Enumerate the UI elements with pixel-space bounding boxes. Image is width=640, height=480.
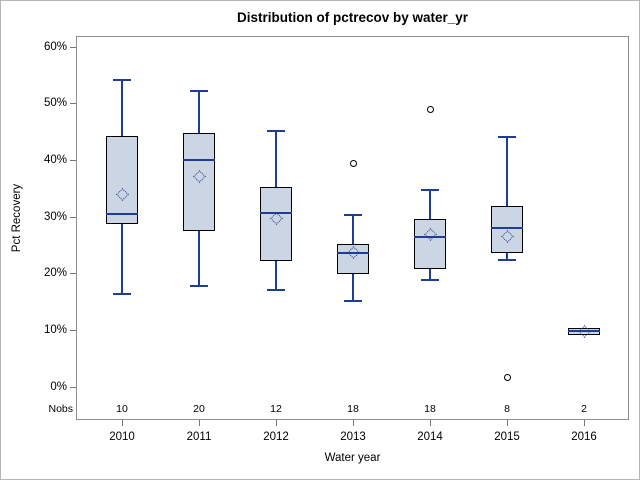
lower-whisker-cap bbox=[267, 288, 285, 291]
upper-whisker-cap bbox=[267, 129, 285, 132]
upper-whisker bbox=[429, 190, 431, 219]
upper-whisker-cap bbox=[190, 90, 208, 93]
x-axis-tick bbox=[507, 420, 508, 426]
y-axis-tick-label: 0% bbox=[50, 380, 67, 393]
x-axis-tick bbox=[584, 420, 585, 426]
y-axis-tick bbox=[70, 273, 76, 275]
y-axis-tick-label: 20% bbox=[43, 267, 67, 280]
y-axis-tick bbox=[70, 159, 76, 161]
y-axis-tick bbox=[70, 386, 76, 388]
y-axis-tick-label: 10% bbox=[43, 323, 67, 336]
median-line bbox=[260, 212, 292, 215]
median-line bbox=[414, 235, 446, 238]
lower-whisker-cap bbox=[190, 285, 208, 288]
iqr-box bbox=[491, 206, 523, 254]
median-line bbox=[106, 213, 138, 216]
x-axis-tick bbox=[122, 420, 123, 426]
y-axis-tick-label: 30% bbox=[43, 210, 67, 223]
lower-whisker bbox=[352, 273, 354, 301]
upper-whisker-cap bbox=[344, 213, 362, 216]
upper-whisker bbox=[198, 91, 200, 133]
median-line bbox=[183, 159, 215, 162]
median-line bbox=[568, 330, 600, 333]
iqr-box bbox=[337, 243, 369, 274]
outlier-marker bbox=[426, 105, 434, 113]
iqr-box bbox=[106, 135, 138, 224]
lower-whisker bbox=[121, 223, 123, 295]
iqr-box bbox=[414, 218, 446, 270]
lower-whisker-cap bbox=[498, 258, 516, 261]
x-axis-tick bbox=[353, 420, 354, 426]
chart-title: Distribution of pctrecov by water_yr bbox=[236, 10, 469, 25]
nobs-value: 12 bbox=[270, 403, 282, 415]
x-axis-tick-label: 2010 bbox=[109, 431, 135, 443]
outlier-marker bbox=[503, 374, 511, 382]
x-axis-tick bbox=[276, 420, 277, 426]
upper-whisker bbox=[121, 80, 123, 136]
x-axis-tick-label: 2016 bbox=[571, 431, 597, 443]
x-axis-tick bbox=[430, 420, 431, 426]
upper-whisker bbox=[506, 137, 508, 207]
upper-whisker-cap bbox=[421, 189, 439, 192]
x-axis-tick-label: 2013 bbox=[340, 431, 366, 443]
nobs-value: 10 bbox=[116, 403, 128, 415]
upper-whisker-cap bbox=[113, 79, 131, 82]
lower-whisker-cap bbox=[113, 293, 131, 296]
iqr-box bbox=[260, 186, 292, 262]
y-axis-tick bbox=[70, 329, 76, 331]
x-axis-tick-label: 2015 bbox=[494, 431, 520, 443]
nobs-value: 20 bbox=[193, 403, 205, 415]
nobs-value: 2 bbox=[581, 403, 587, 415]
lower-whisker-cap bbox=[421, 279, 439, 282]
lower-whisker bbox=[429, 269, 431, 281]
lower-whisker-cap bbox=[344, 299, 362, 302]
y-axis-tick bbox=[70, 216, 76, 218]
upper-whisker bbox=[275, 130, 277, 187]
nobs-value: 18 bbox=[347, 403, 359, 415]
y-axis-tick bbox=[70, 46, 76, 48]
y-axis-tick-label: 50% bbox=[43, 97, 67, 110]
x-axis-tick bbox=[199, 420, 200, 426]
upper-whisker bbox=[352, 214, 354, 244]
y-axis-tick-label: 40% bbox=[43, 153, 67, 166]
upper-whisker-cap bbox=[498, 136, 516, 139]
y-axis-tick bbox=[70, 103, 76, 105]
outlier-marker bbox=[349, 159, 357, 167]
nobs-value: 18 bbox=[424, 403, 436, 415]
x-axis-tick-label: 2012 bbox=[263, 431, 289, 443]
x-axis-label: Water year bbox=[324, 452, 381, 464]
iqr-box bbox=[183, 132, 215, 232]
median-line bbox=[337, 251, 369, 254]
lower-whisker bbox=[506, 253, 508, 260]
x-axis-tick-label: 2011 bbox=[186, 431, 212, 443]
nobs-value: 8 bbox=[504, 403, 510, 415]
nobs-header-label: Nobs bbox=[48, 403, 73, 415]
lower-whisker bbox=[198, 231, 200, 287]
y-axis-tick-label: 60% bbox=[43, 40, 67, 53]
lower-whisker bbox=[275, 261, 277, 290]
median-line bbox=[491, 227, 523, 230]
x-axis-tick-label: 2014 bbox=[417, 431, 443, 443]
